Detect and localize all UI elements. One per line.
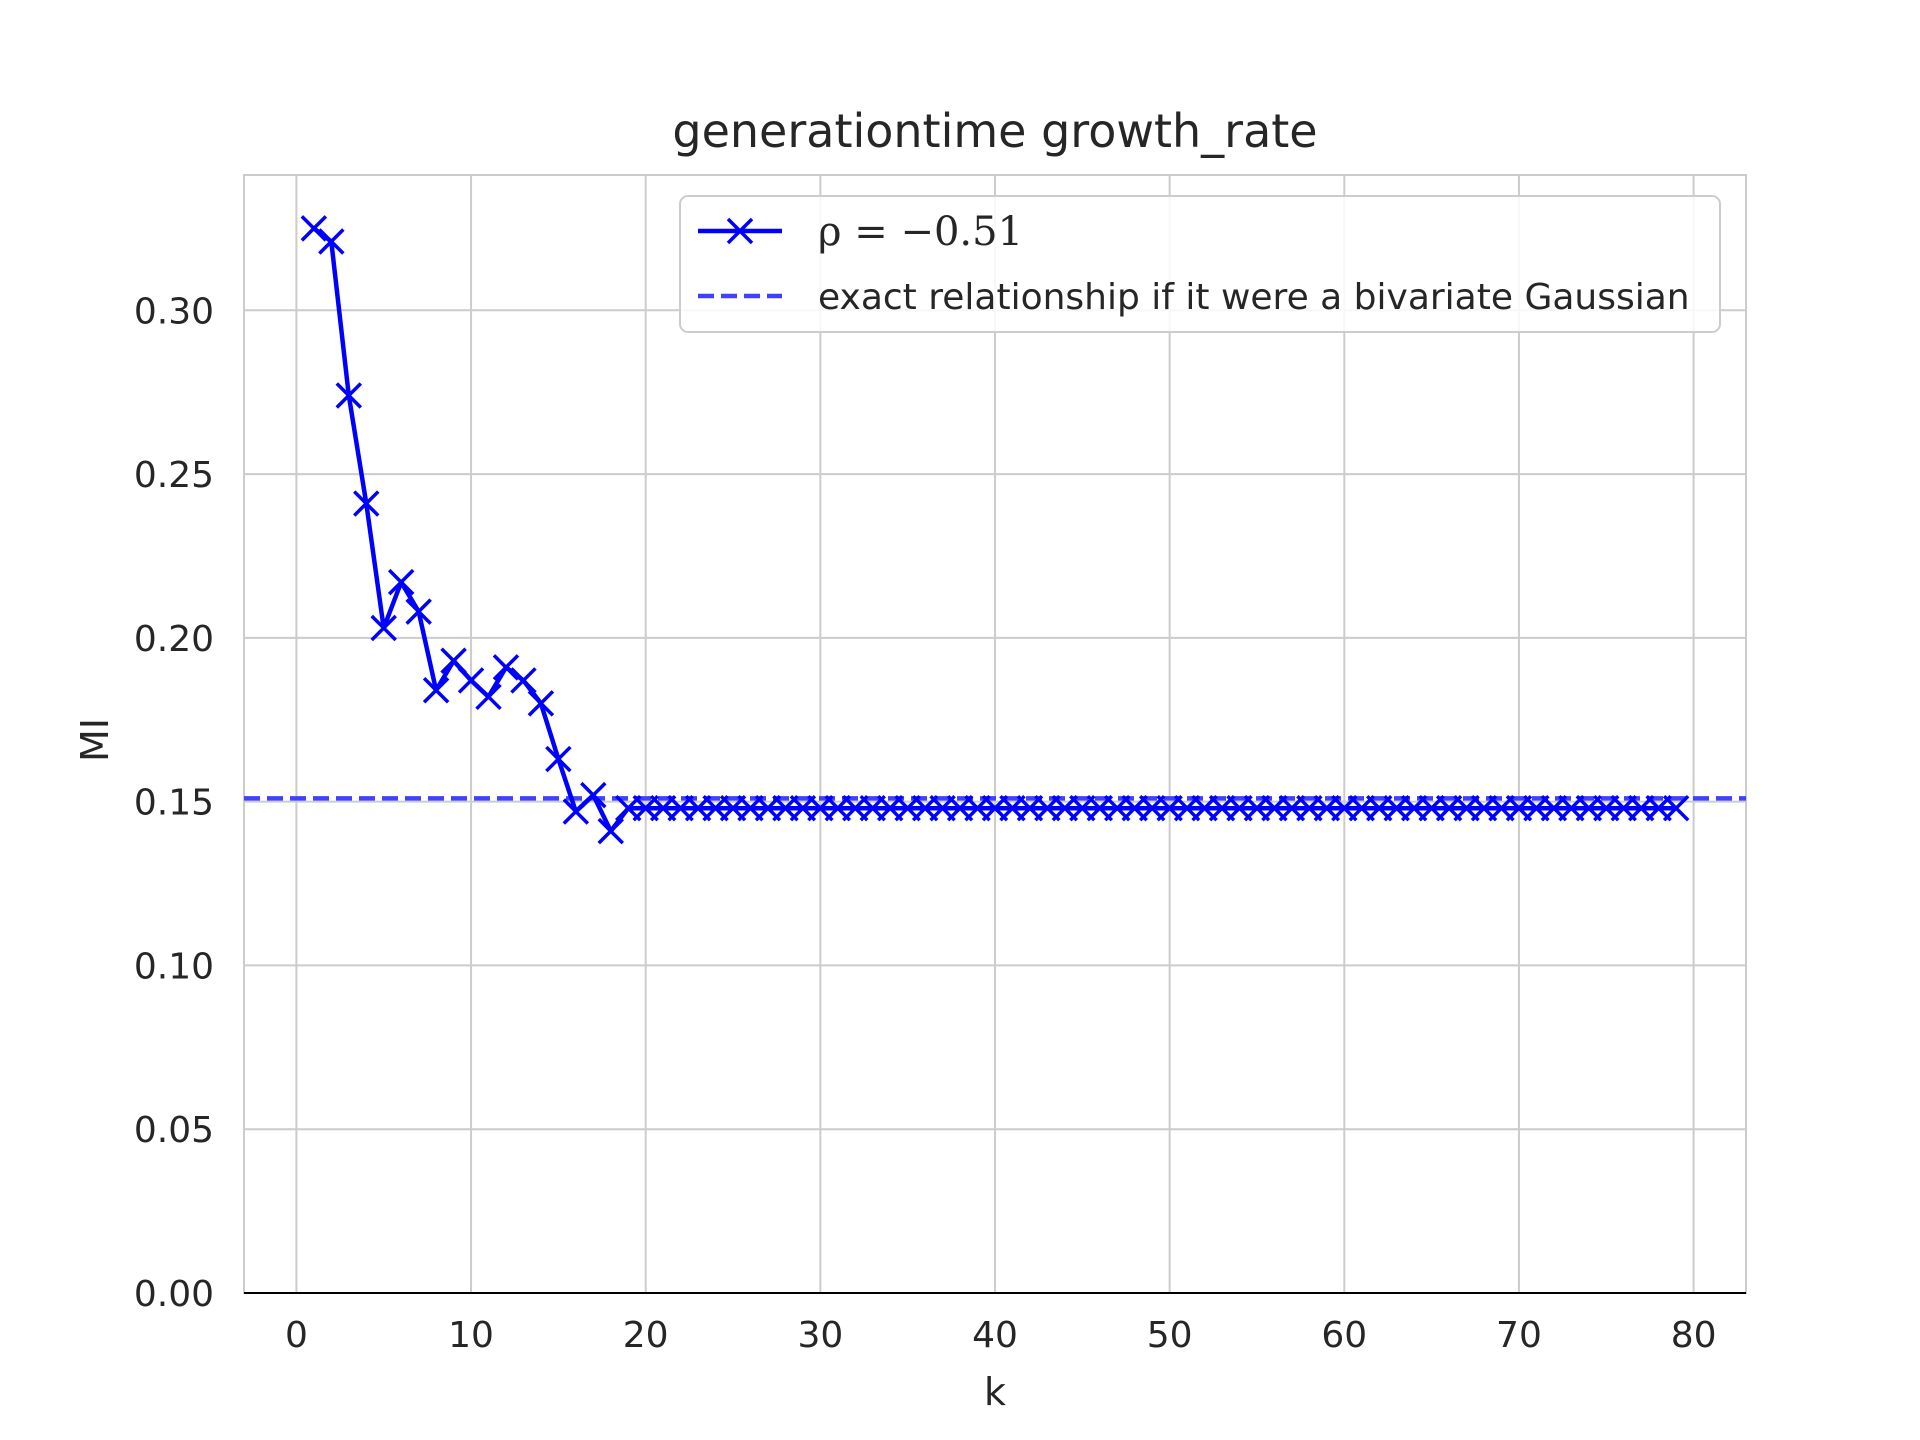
- x-tick-label: 70: [1496, 1315, 1542, 1356]
- legend-entry-gaussian: exact relationship if it were a bivariat…: [698, 277, 1690, 318]
- x-tick-label: 50: [1147, 1315, 1193, 1356]
- mi-point-marker: [300, 215, 328, 242]
- mi-point-marker: [1662, 794, 1690, 822]
- mi-point-marker: [510, 667, 537, 694]
- legend: ρ = −0.51 exact relationship if it were …: [679, 195, 1721, 333]
- mi-point-marker: [318, 228, 345, 255]
- x-tick-label: 80: [1671, 1315, 1717, 1356]
- mi-point-marker: [370, 614, 397, 642]
- mi-point-marker: [475, 683, 502, 711]
- legend-entry-series: ρ = −0.51: [698, 209, 1023, 255]
- mi-point-marker: [545, 745, 572, 773]
- y-tick-label: 0.00: [134, 1274, 214, 1315]
- y-tick-labels: 0.00 0.05 0.10 0.15 0.20 0.25 0.30: [134, 291, 214, 1315]
- y-tick-label: 0.25: [134, 455, 214, 496]
- mi-point-marker: [597, 817, 625, 845]
- series-layer: [244, 215, 1746, 845]
- mi-point-marker: [492, 654, 520, 681]
- y-axis-label: MI: [73, 718, 117, 762]
- x-tick-labels: 0 10 20 30 40 50 60 70 80: [285, 1315, 1717, 1356]
- legend-label-gaussian: exact relationship if it were a bivariat…: [818, 277, 1690, 318]
- x-tick-label: 20: [623, 1315, 669, 1356]
- mi-point-marker: [405, 598, 432, 625]
- mi-point-marker: [580, 781, 607, 809]
- x-tick-label: 30: [797, 1315, 843, 1356]
- x-tick-label: 10: [448, 1315, 494, 1356]
- x-tick-label: 60: [1321, 1315, 1367, 1356]
- mi-point-marker: [387, 568, 415, 596]
- legend-x-marker: [726, 217, 754, 245]
- x-tick-label: 40: [972, 1315, 1018, 1356]
- mi-point-marker: [335, 382, 363, 409]
- mi-point-marker: [422, 677, 450, 704]
- mi-point-marker: [353, 490, 380, 517]
- legend-label-series: ρ = −0.51: [818, 209, 1023, 255]
- y-tick-label: 0.15: [134, 783, 214, 824]
- mi-point-marker: [527, 690, 555, 717]
- y-tick-label: 0.10: [134, 946, 214, 987]
- chart-title: generationtime growth_rate: [672, 104, 1317, 158]
- x-tick-label: 0: [285, 1315, 308, 1356]
- legend-box: [679, 195, 1721, 333]
- y-tick-label: 0.05: [134, 1110, 214, 1151]
- y-tick-label: 0.30: [134, 291, 214, 332]
- y-tick-label: 0.20: [134, 619, 214, 660]
- x-axis-label: k: [984, 1370, 1006, 1414]
- plot-area: [243, 174, 1747, 1294]
